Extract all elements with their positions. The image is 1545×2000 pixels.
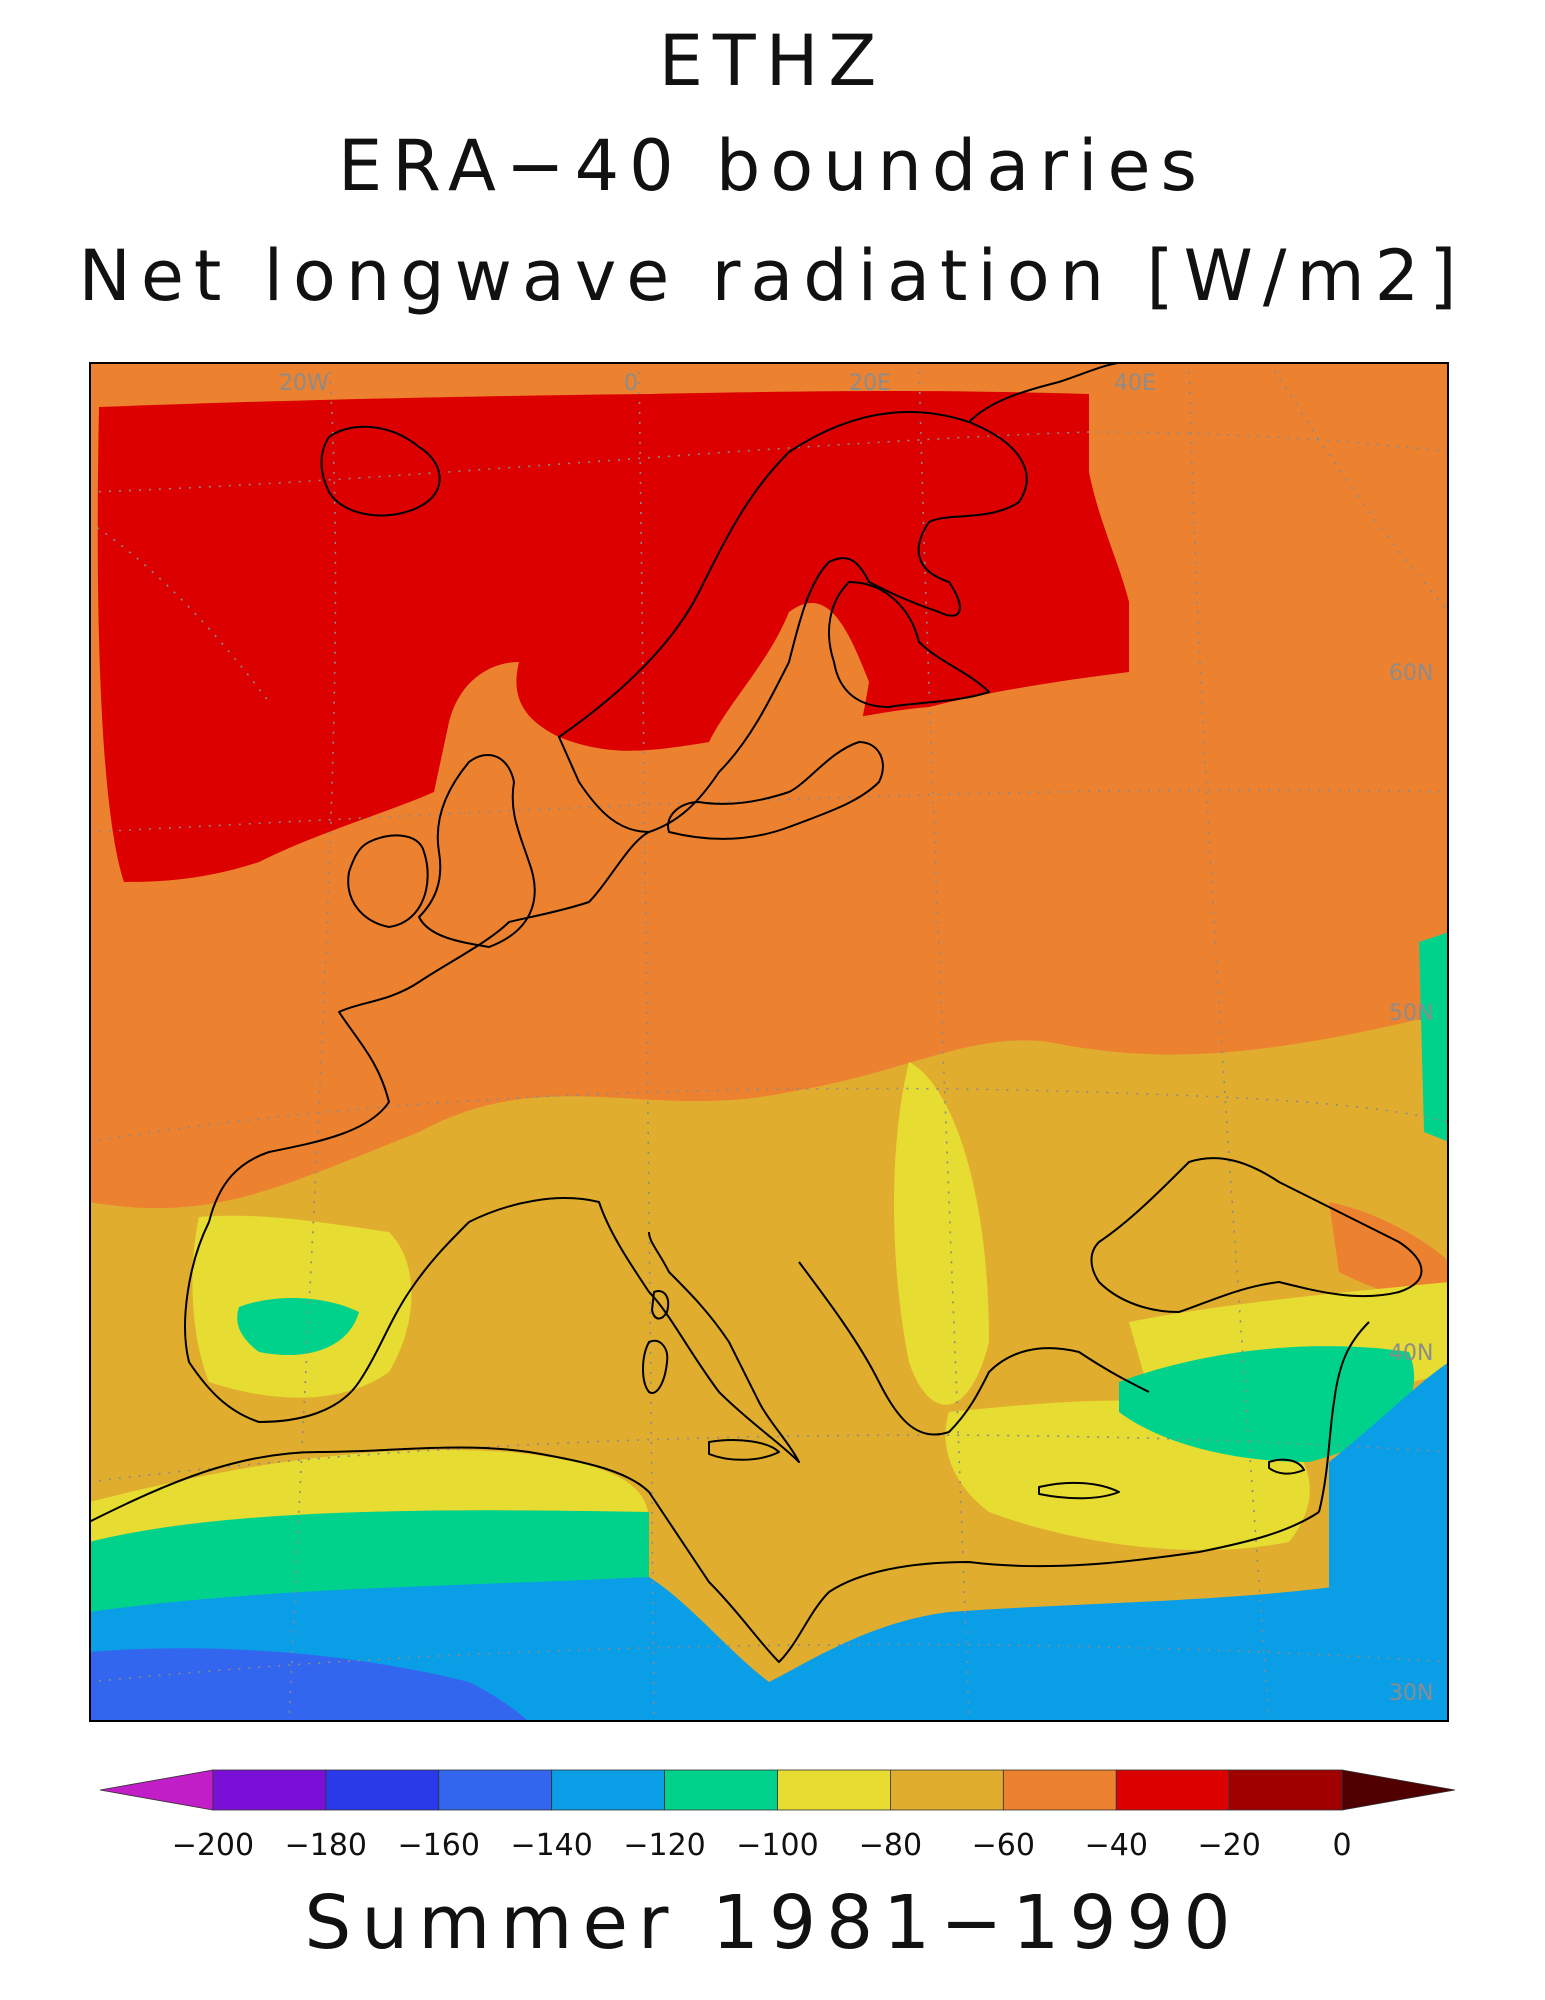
coast-sicily: [708, 1439, 780, 1461]
coast-sardinia: [642, 1339, 669, 1394]
coast-balkans: [798, 1261, 1150, 1436]
colorbar-bin: [438, 1769, 553, 1811]
lon-label-40e: 40E: [1114, 371, 1156, 396]
colorbar-bin: [664, 1769, 778, 1811]
coast-finland: [828, 581, 990, 708]
title-line-3: Net longwave radiation [W/m2]: [78, 235, 1467, 317]
coast-africa: [89, 1446, 1320, 1663]
field-lightblue-east: [1329, 1362, 1449, 1722]
colorbar-bins: [99, 1769, 1456, 1811]
coast-norway-north: [968, 362, 1130, 423]
colorbar-tick-label: −60: [972, 1828, 1035, 1863]
colorbar-bin: [1341, 1769, 1456, 1811]
map-frame: [89, 362, 1449, 1722]
coast-italy: [648, 1231, 800, 1463]
field-blue-southwest: [89, 1648, 529, 1722]
colorbar-tick-label: −20: [1198, 1828, 1261, 1863]
title-line-1: ETHZ: [658, 20, 887, 102]
colorbar-bin: [1115, 1769, 1230, 1811]
lat-label-50n: 50N: [1389, 1001, 1433, 1026]
title-line-2: ERA−40 boundaries: [338, 125, 1207, 207]
colorbar: −200 −180 −160 −140 −120 −100 −80 −60 −40 −20 0: [99, 1769, 1456, 1863]
colorbar-tick-label: −180: [285, 1828, 367, 1863]
colorbar-tick-label: −200: [172, 1828, 254, 1863]
colorbar-bin: [1228, 1769, 1343, 1811]
coast-crete: [1038, 1481, 1120, 1500]
lon-label-0: 0: [624, 371, 638, 396]
coast-france-south: [468, 1197, 650, 1293]
colorbar-tick-label: −40: [1085, 1828, 1148, 1863]
coast-iberia: [184, 1221, 470, 1423]
colorbar-tick-label: −140: [510, 1828, 592, 1863]
season-label: Summer 1981−1990: [304, 1880, 1241, 1966]
field-green-east-edge: [1419, 932, 1449, 1142]
lon-label-20e: 20E: [849, 371, 891, 396]
colorbar-tick-label: −80: [859, 1828, 922, 1863]
coast-iceland: [320, 425, 441, 517]
lon-label-20w: 20W: [279, 371, 329, 396]
coast-ireland: [347, 834, 429, 928]
coast-britain: [418, 753, 536, 948]
colorbar-bin: [551, 1769, 665, 1811]
colorbar-tick-label: 0: [1333, 1828, 1352, 1863]
coast-black-sea: [1090, 1157, 1423, 1313]
field-orange-blacksea: [1329, 1202, 1449, 1296]
colorbar-bin: [99, 1769, 214, 1811]
field-baltic: [709, 602, 869, 823]
colorbar-bin: [325, 1769, 440, 1811]
graticule: [89, 362, 1449, 1722]
coast-scandinavia: [558, 411, 1028, 833]
coast-levant: [1318, 1321, 1370, 1513]
lat-label-40n: 40N: [1389, 1341, 1433, 1366]
colorbar-ticks: −200 −180 −160 −140 −120 −100 −80 −60 −40 −20 0: [172, 1828, 1352, 1863]
field-green-iberia: [237, 1297, 359, 1356]
radiation-map: 20W 0 20E 40E 60N 50N 40N 30N: [89, 362, 1449, 1722]
coast-corsica: [651, 1290, 670, 1320]
colorbar-tick-label: −160: [398, 1828, 480, 1863]
colorbar-tick-label: −100: [736, 1828, 818, 1863]
colorbar-bin: [777, 1769, 891, 1811]
field-red-north: [97, 391, 1129, 882]
colorbar-bin: [1002, 1769, 1117, 1811]
colorbar-bin: [212, 1769, 327, 1811]
field-yellow-balkan: [894, 1062, 989, 1405]
lat-label-30n: 30N: [1389, 1681, 1433, 1706]
colorbar-bin: [890, 1769, 1004, 1811]
lat-label-60n: 60N: [1389, 661, 1433, 686]
coastlines: [89, 362, 1423, 1663]
coast-europe-west: [208, 831, 650, 1223]
colorbar-tick-label: −120: [623, 1828, 705, 1863]
field-green-anatolia: [1119, 1346, 1415, 1462]
coast-baltic: [667, 741, 884, 840]
coast-cyprus: [1268, 1458, 1305, 1475]
